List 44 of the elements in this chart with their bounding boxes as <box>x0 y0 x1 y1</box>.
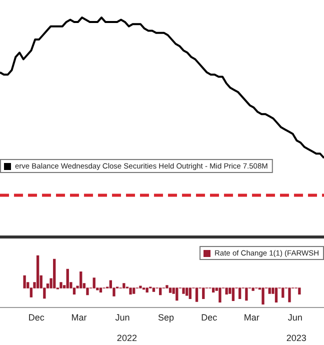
x-tick-label: Jun <box>288 312 302 322</box>
bar <box>159 288 162 296</box>
bar <box>212 288 215 293</box>
bar <box>252 288 254 291</box>
bar <box>36 255 40 288</box>
bar <box>195 288 198 302</box>
bar <box>139 286 142 288</box>
bar <box>168 288 172 293</box>
x-tick-label: Dec <box>28 312 45 322</box>
bar <box>60 282 62 288</box>
bar <box>182 288 185 294</box>
x-tick-label: Mar <box>71 312 87 322</box>
x-tick-label: Sep <box>158 312 174 322</box>
bar <box>122 283 126 288</box>
bar <box>92 278 96 288</box>
bar <box>186 288 188 296</box>
bar <box>218 288 222 303</box>
bar <box>188 288 192 299</box>
bar <box>274 288 278 303</box>
bar <box>298 288 301 294</box>
bar <box>238 288 242 299</box>
bar <box>152 288 156 292</box>
bar <box>23 275 26 288</box>
bar <box>146 288 148 293</box>
bar <box>202 288 205 299</box>
x-tick-label: Mar <box>244 312 260 322</box>
bar <box>282 288 284 298</box>
x2-tick-label: 2022 <box>116 333 137 344</box>
bar <box>176 288 178 301</box>
bar <box>129 288 132 294</box>
bar <box>132 288 136 294</box>
bar <box>262 288 264 304</box>
bar <box>288 288 291 302</box>
bar <box>232 288 235 301</box>
bar <box>268 288 271 294</box>
bar <box>53 258 56 288</box>
bar <box>245 288 248 301</box>
bar <box>66 268 69 288</box>
x2-tick-label: 2023 <box>286 333 306 344</box>
bar <box>99 288 102 293</box>
bar <box>80 272 82 288</box>
bar <box>225 288 228 294</box>
x-tick-label: Dec <box>201 312 218 322</box>
x-tick-label: Jun <box>115 312 130 322</box>
